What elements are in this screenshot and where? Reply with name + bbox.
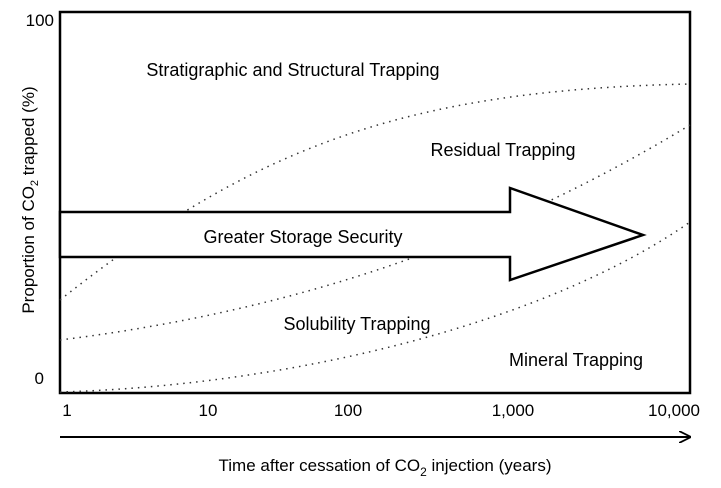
y-axis-title: Proportion of CO2 trapped (%): [19, 86, 41, 313]
x-axis-title: Time after cessation of CO2 injection (y…: [219, 456, 552, 479]
x-tick-label: 1,000: [492, 401, 535, 420]
region-label: Residual Trapping: [430, 140, 575, 160]
plot-frame: [58, 10, 692, 395]
y-tick-label: 0: [35, 369, 44, 388]
security-arrow: [58, 186, 647, 282]
x-tick-label: 10: [199, 401, 218, 420]
x-tick-label: 100: [334, 401, 362, 420]
y-tick-label: 100: [26, 11, 54, 30]
region-label: Greater Storage Security: [203, 227, 402, 247]
region-label: Mineral Trapping: [509, 350, 643, 370]
x-tick-label: 1: [62, 401, 71, 420]
region-label: Solubility Trapping: [283, 314, 430, 334]
x-tick-label: 10,000: [648, 401, 700, 420]
region-label: Stratigraphic and Structural Trapping: [146, 60, 439, 80]
boundary-curve: [59, 83, 691, 301]
